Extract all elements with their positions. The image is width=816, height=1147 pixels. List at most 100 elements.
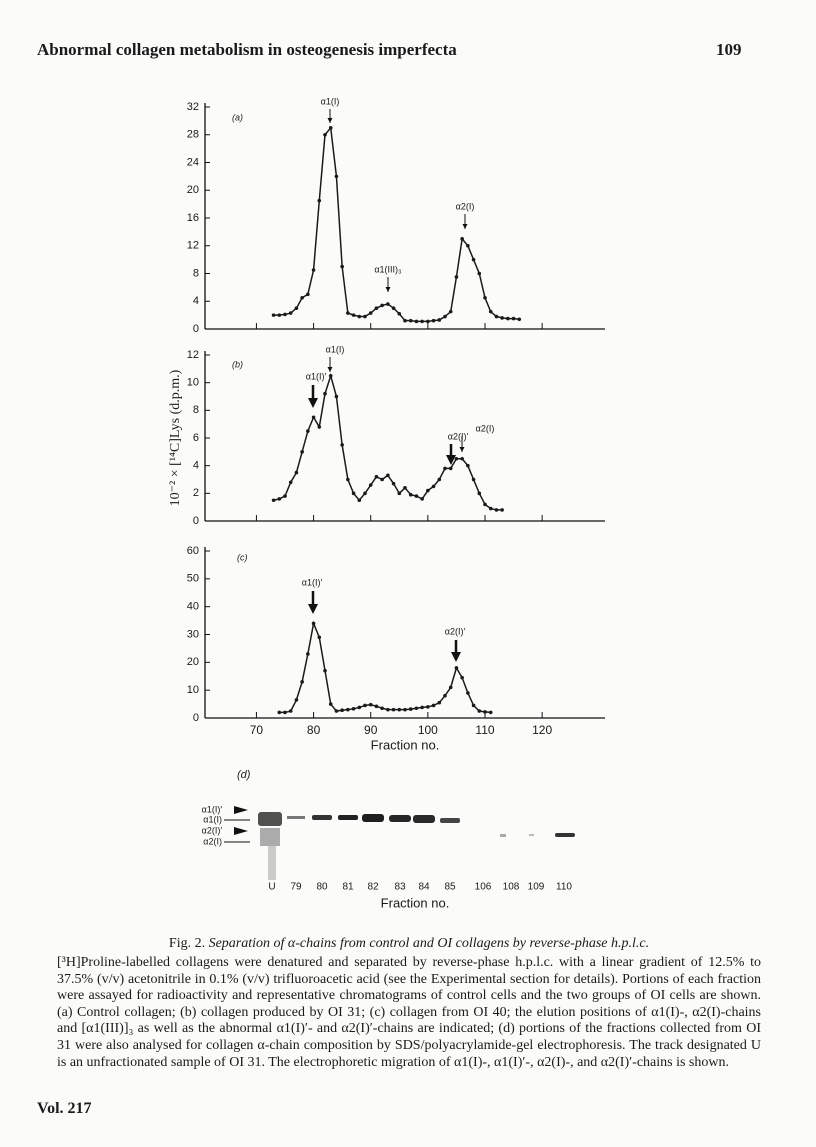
- data-point: [288, 311, 293, 315]
- x-axis-label: Fraction no.: [371, 737, 440, 752]
- data-point: [277, 497, 282, 501]
- data-point: [363, 703, 367, 708]
- data-point: [420, 319, 424, 324]
- data-point: [488, 309, 493, 314]
- data-point: [397, 707, 402, 712]
- peak-arrow: [459, 447, 465, 452]
- band-label: α1(I)′: [202, 804, 223, 814]
- lane-label: 81: [342, 882, 354, 893]
- gel-band: [362, 814, 384, 822]
- lane-label: 80: [316, 882, 328, 893]
- data-point: [471, 257, 476, 262]
- data-point: [311, 415, 316, 420]
- data-point: [357, 705, 362, 710]
- data-point: [334, 709, 339, 713]
- data-point: [288, 709, 293, 713]
- band-label: α1(I): [203, 814, 222, 824]
- y-tick-label: 0: [193, 515, 199, 527]
- data-point: [340, 264, 344, 269]
- data-point: [483, 295, 487, 300]
- data-point: [443, 693, 447, 698]
- peak-arrow: [327, 367, 333, 372]
- running-title: Abnormal collagen metabolism in osteogen…: [37, 40, 457, 59]
- data-point: [414, 494, 419, 498]
- data-point: [477, 271, 482, 276]
- gel-band: [440, 818, 460, 823]
- data-point: [328, 702, 333, 706]
- data-point: [437, 318, 442, 322]
- peak-arrow: [308, 604, 318, 614]
- x-tick-label: 110: [475, 723, 494, 737]
- data-point: [517, 317, 522, 322]
- data-point: [271, 498, 276, 503]
- data-point: [397, 491, 402, 496]
- data-point: [323, 391, 327, 396]
- y-tick-label: 20: [187, 656, 199, 668]
- y-tick-label: 12: [187, 349, 199, 361]
- peak-label: α1(I): [326, 344, 345, 354]
- data-point: [488, 506, 493, 511]
- data-point: [420, 497, 424, 501]
- lane-label: 106: [475, 882, 492, 893]
- y-tick-label: 30: [187, 628, 199, 640]
- data-point: [283, 494, 287, 498]
- peak-arrow: [446, 455, 456, 465]
- y-tick-label: 8: [193, 267, 199, 279]
- y-tick-label: 10: [187, 377, 199, 389]
- y-tick-label: 10: [187, 684, 199, 696]
- data-point: [408, 492, 413, 497]
- peak-label: α2(I)′: [445, 626, 466, 636]
- figure-label: Fig. 2.: [168, 936, 206, 951]
- data-point: [460, 456, 464, 461]
- data-point: [454, 456, 459, 461]
- data-point: [283, 710, 287, 715]
- x-tick-label: 70: [250, 723, 264, 737]
- data-point: [448, 466, 453, 471]
- peak-label: α1(I): [321, 96, 340, 106]
- y-tick-label: 32: [187, 101, 199, 113]
- data-point: [283, 312, 287, 317]
- y-tick-label: 8: [193, 404, 199, 416]
- data-point: [294, 470, 299, 475]
- peak-arrow: [385, 287, 391, 292]
- data-point: [386, 473, 390, 478]
- gel-panel: (d) α1(I)′ α1(I) α2(I)′ α2(I) Fraction n…: [202, 769, 575, 910]
- peak-label: α1(I)′: [306, 371, 327, 381]
- data-point: [431, 484, 436, 489]
- data-point: [306, 292, 310, 297]
- data-point: [323, 132, 327, 137]
- data-point: [397, 311, 402, 316]
- data-line: [279, 620, 491, 714]
- data-point: [403, 707, 407, 712]
- band-arrow: [234, 806, 248, 814]
- data-point: [483, 710, 487, 714]
- data-point: [471, 703, 476, 708]
- y-tick-label: 24: [187, 156, 199, 168]
- data-point: [426, 705, 430, 709]
- data-point: [448, 685, 453, 690]
- data-point: [368, 702, 373, 707]
- data-point: [380, 477, 384, 482]
- data-point: [488, 710, 493, 715]
- data-point: [448, 309, 453, 314]
- data-point: [483, 502, 487, 507]
- page-number: 109: [716, 40, 742, 59]
- gel-band: [555, 833, 575, 837]
- y-tick-label: 50: [187, 573, 199, 585]
- data-point: [511, 316, 516, 321]
- data-point: [466, 691, 470, 695]
- data-point: [357, 314, 362, 319]
- data-point: [386, 302, 390, 306]
- data-point: [334, 174, 339, 179]
- data-point: [374, 306, 379, 310]
- y-tick-label: 60: [187, 545, 199, 557]
- data-point: [494, 508, 499, 512]
- data-point: [368, 483, 373, 487]
- lane-label: 109: [528, 882, 545, 893]
- gel-band: [413, 815, 435, 823]
- data-point: [328, 126, 333, 130]
- gel-band: [338, 815, 358, 820]
- data-point: [300, 680, 304, 684]
- gel-band: [529, 834, 534, 836]
